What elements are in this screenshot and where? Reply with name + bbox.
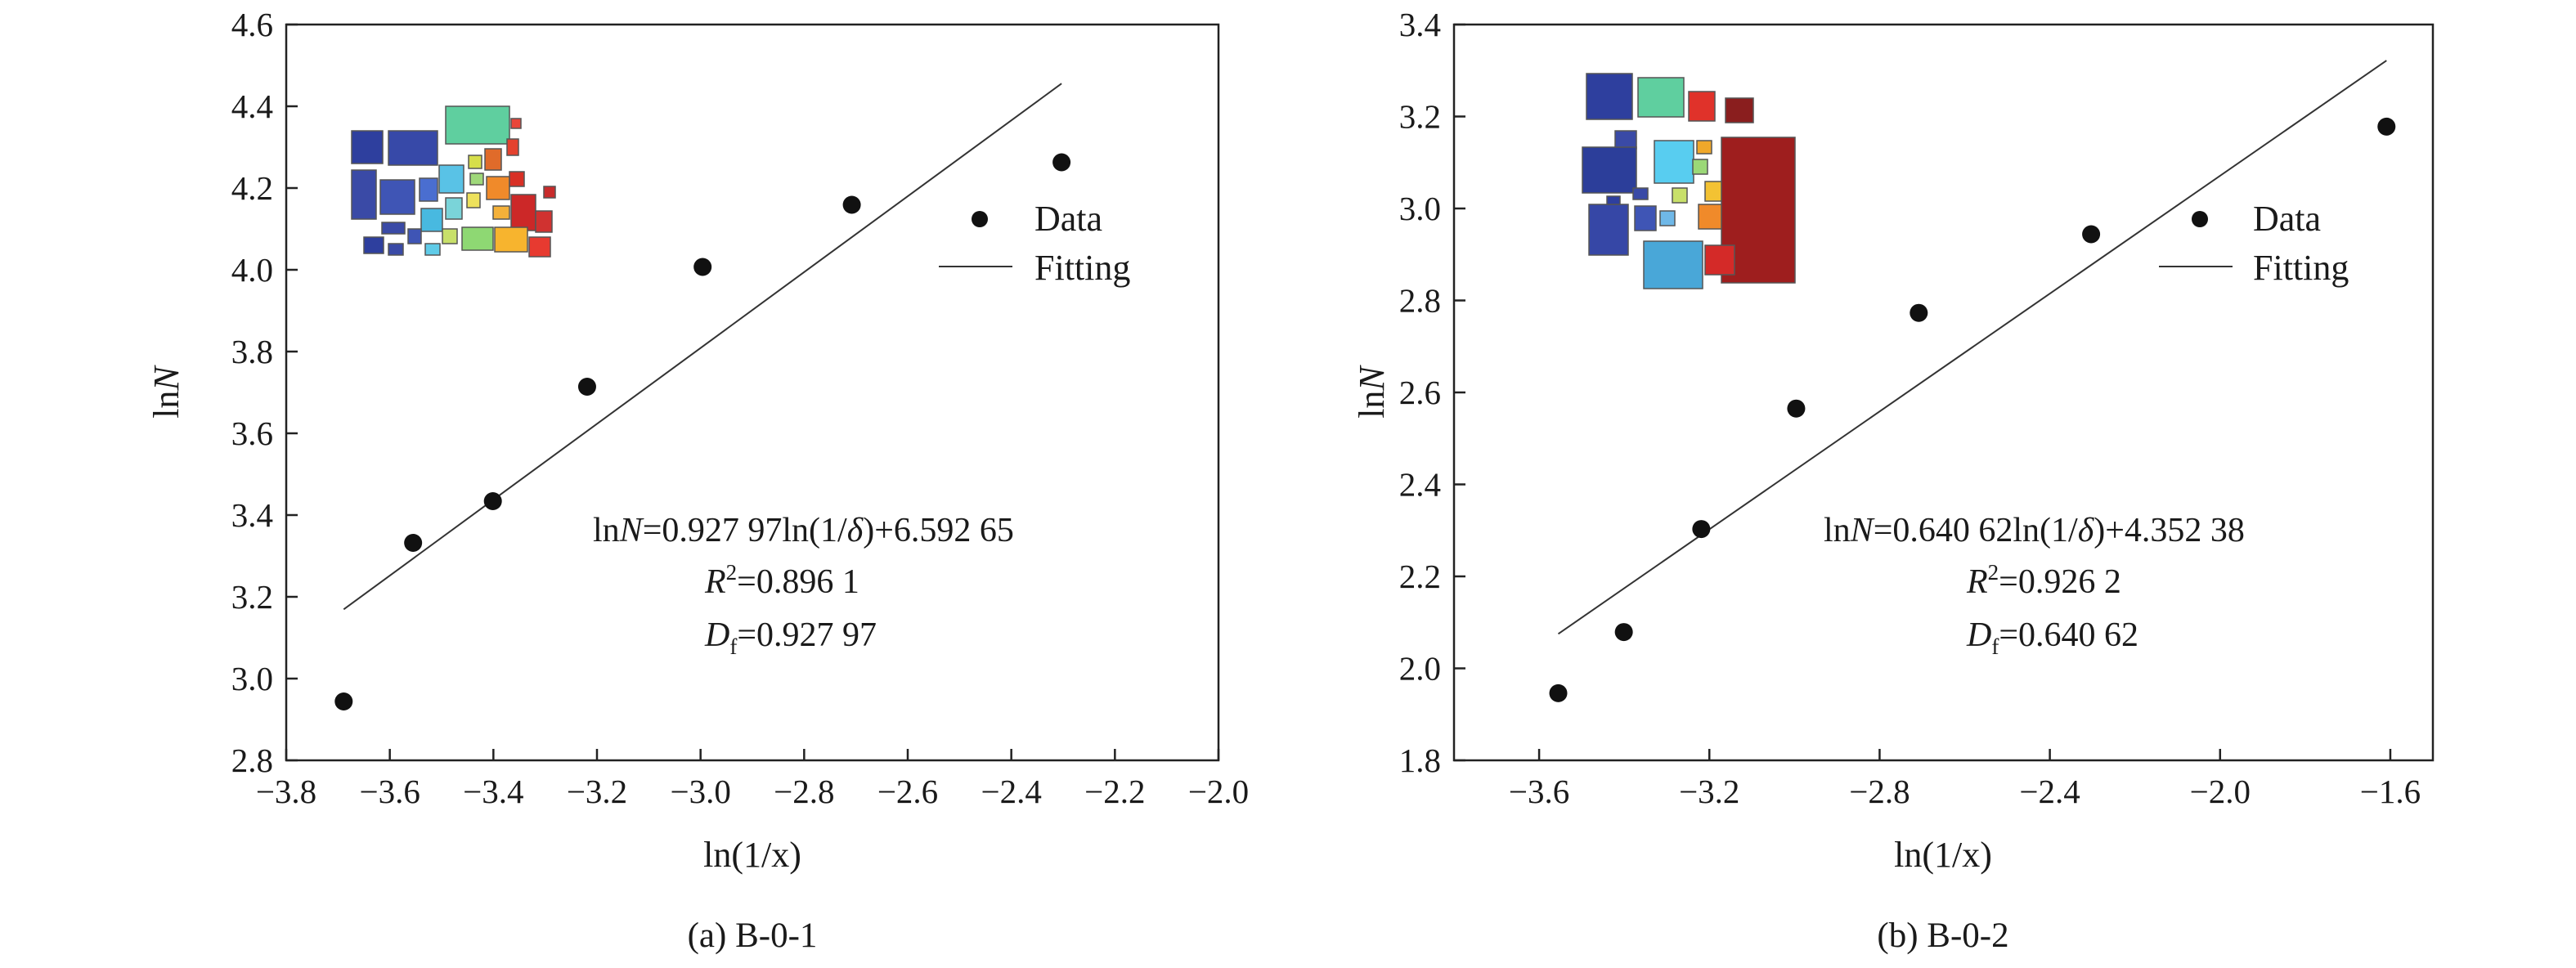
fractal-dimension-b: Df=0.640 62 bbox=[1966, 616, 2138, 659]
panel-caption-a: (a) B-0-1 bbox=[688, 916, 818, 955]
x-tick-label-a: −2.0 bbox=[1188, 773, 1249, 810]
y-axis-a: 2.8 3.0 3.2 3.4 3.6 3.8 4.0 4.2 4.4 4.6 bbox=[231, 6, 298, 779]
fit-equation-a: lnN=0.927 97ln(1/δ)+6.592 65 bbox=[593, 512, 1014, 549]
x-axis-a: −3.8 −3.6 −3.4 −3.2 −3.0 −2.8 −2.6 −2.4 −2.2 −2.0 bbox=[256, 749, 1249, 810]
y-tick-label-a: 3.8 bbox=[231, 333, 273, 370]
data-point-a bbox=[693, 258, 712, 276]
data-point-a bbox=[404, 534, 423, 552]
y-tick-label-a: 2.8 bbox=[231, 742, 273, 779]
data-point-a bbox=[334, 692, 353, 710]
crack-boxes-inset-b bbox=[1582, 73, 1796, 289]
fractal-dimension-a: Df=0.927 97 bbox=[704, 616, 877, 659]
y-tick-label-a: 4.6 bbox=[231, 6, 273, 43]
annotation-a: lnN=0.927 97ln(1/δ)+6.592 65 R2=0.896 1 … bbox=[593, 512, 1014, 659]
y-tick-label-b: 2.2 bbox=[1399, 558, 1441, 595]
data-point-b bbox=[1692, 520, 1711, 539]
legend-marker-data-a bbox=[972, 211, 988, 227]
data-point-a bbox=[483, 492, 502, 510]
data-point-b bbox=[1549, 683, 1568, 702]
fit-equation-b: lnN=0.640 62ln(1/δ)+4.352 38 bbox=[1824, 512, 2245, 549]
y-tick-label-b: 3.4 bbox=[1399, 6, 1441, 43]
x-tick-label-b: −2.4 bbox=[2019, 773, 2080, 810]
y-tick-label-b: 2.8 bbox=[1399, 282, 1441, 320]
x-tick-label-a: −3.4 bbox=[463, 773, 523, 810]
y-tick-label-b: 3.0 bbox=[1399, 190, 1441, 227]
y-axis-b: 1.8 2.0 2.2 2.4 2.6 2.8 3.0 3.2 3.4 bbox=[1399, 6, 1465, 779]
data-points-a bbox=[334, 153, 1071, 710]
x-tick-label-b: −2.8 bbox=[1849, 773, 1910, 810]
data-point-b bbox=[1910, 303, 1928, 322]
y-tick-label-a: 3.4 bbox=[231, 496, 273, 534]
x-axis-b: −3.6 −3.2 −2.8 −2.4 −2.0 −1.6 bbox=[1509, 749, 2421, 810]
data-point-b bbox=[1614, 623, 1633, 642]
y-tick-label-b: 2.0 bbox=[1399, 650, 1441, 688]
legend-b: Data Fitting bbox=[2159, 199, 2349, 288]
y-tick-label-a: 3.6 bbox=[231, 415, 273, 452]
x-tick-label-a: −3.2 bbox=[567, 773, 627, 810]
x-tick-label-a: −3.6 bbox=[359, 773, 420, 810]
y-tick-label-b: 3.2 bbox=[1399, 98, 1441, 136]
x-tick-label-a: −2.4 bbox=[981, 773, 1041, 810]
y-tick-label-a: 4.2 bbox=[231, 169, 273, 207]
x-tick-label-b: −2.0 bbox=[2190, 773, 2251, 810]
x-tick-label-a: −3.8 bbox=[256, 773, 316, 810]
x-tick-label-b: −3.2 bbox=[1679, 773, 1739, 810]
data-point-b bbox=[1787, 399, 1806, 418]
fit-line-b bbox=[1557, 60, 2387, 635]
x-axis-title-b: ln(1/x) bbox=[1894, 835, 1992, 875]
y-axis-title-a: lnN bbox=[146, 365, 186, 419]
plot-frame-b bbox=[1452, 23, 2435, 762]
data-points-b bbox=[1549, 117, 2396, 702]
chart-panel-a: −3.8 −3.6 −3.4 −3.2 −3.0 −2.8 −2.6 −2.4 −2.2 −2.0… bbox=[146, 6, 1249, 955]
x-tick-label-a: −3.0 bbox=[670, 773, 730, 810]
legend-a: Data Fitting bbox=[939, 199, 1130, 288]
x-tick-label-b: −3.6 bbox=[1509, 773, 1569, 810]
legend-label-fit-b: Fitting bbox=[2253, 248, 2349, 288]
y-axis-title-b: lnN bbox=[1352, 365, 1392, 419]
x-tick-label-a: −2.6 bbox=[877, 773, 938, 810]
chart-panel-b: −3.6 −3.2 −2.8 −2.4 −2.0 −1.6 1.8 2.0 2.2 2.4 2.6… bbox=[1352, 6, 2435, 955]
panel-caption-b: (b) B-0-2 bbox=[1877, 916, 2008, 955]
r-squared-b: R2=0.926 2 bbox=[1966, 560, 2121, 601]
y-tick-label-a: 4.0 bbox=[231, 251, 273, 289]
x-tick-label-a: −2.2 bbox=[1084, 773, 1145, 810]
y-tick-label-a: 3.0 bbox=[231, 660, 273, 697]
x-axis-title-a: ln(1/x) bbox=[703, 835, 801, 875]
y-tick-label-b: 1.8 bbox=[1399, 742, 1441, 779]
data-point-b bbox=[2082, 225, 2101, 244]
annotation-b: lnN=0.640 62ln(1/δ)+4.352 38 R2=0.926 2 … bbox=[1824, 512, 2245, 659]
crack-boxes-inset-a bbox=[351, 105, 556, 258]
fit-line-a bbox=[343, 83, 1062, 611]
legend-label-data-b: Data bbox=[2253, 199, 2321, 239]
legend-label-data-a: Data bbox=[1034, 199, 1102, 239]
x-tick-label-b: −1.6 bbox=[2360, 773, 2421, 810]
r-squared-a: R2=0.896 1 bbox=[704, 560, 859, 601]
data-point-a bbox=[1052, 153, 1071, 172]
plot-frame-a bbox=[285, 23, 1220, 762]
data-point-b bbox=[2377, 117, 2396, 136]
data-point-a bbox=[577, 378, 596, 396]
y-tick-label-b: 2.6 bbox=[1399, 374, 1441, 411]
legend-label-fit-a: Fitting bbox=[1034, 248, 1130, 288]
y-tick-label-b: 2.4 bbox=[1399, 466, 1441, 504]
x-tick-label-a: −2.8 bbox=[774, 773, 834, 810]
y-tick-label-a: 3.2 bbox=[231, 578, 273, 616]
legend-marker-data-b bbox=[2192, 211, 2208, 227]
y-tick-label-a: 4.4 bbox=[231, 87, 273, 125]
data-point-a bbox=[842, 195, 861, 214]
